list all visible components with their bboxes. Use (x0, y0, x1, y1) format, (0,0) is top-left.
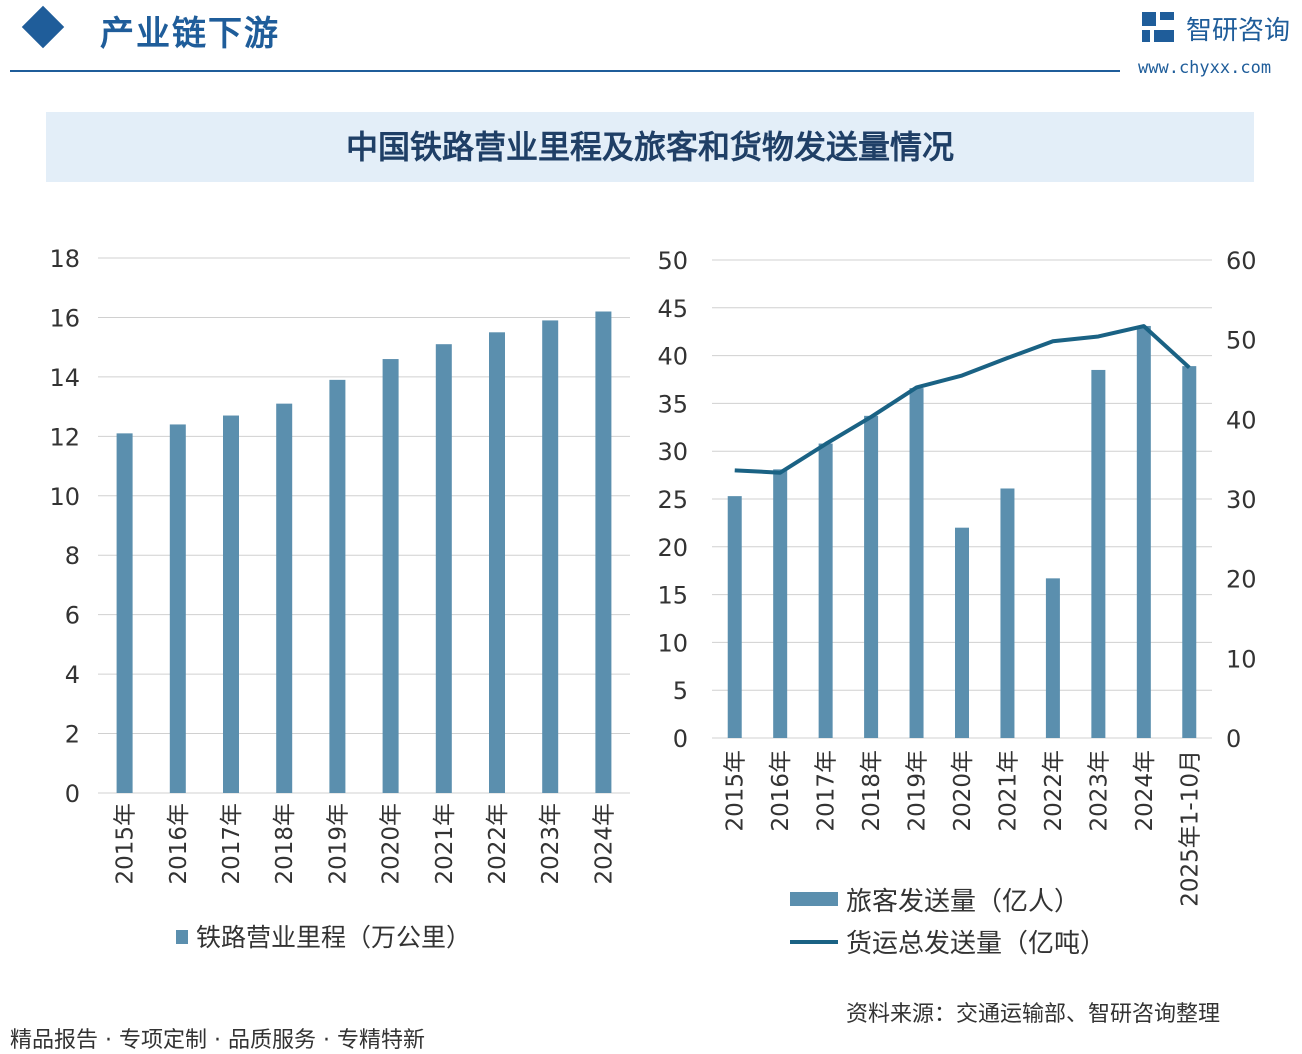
bar-passengers (1045, 578, 1060, 738)
y-tick-label: 2 (65, 721, 80, 749)
legend-label-passengers: 旅客发送量（亿人） (846, 887, 1080, 917)
bar-passengers (727, 496, 742, 738)
y-left-tick-label: 15 (657, 582, 688, 610)
bar-passengers (1000, 488, 1015, 738)
x-tick-label: 2021年 (432, 803, 458, 885)
y-right-tick-label: 60 (1226, 247, 1257, 275)
data-source-note: 资料来源：交通运输部、智研咨询整理 (846, 1002, 1221, 1027)
y-tick-label: 14 (49, 364, 80, 392)
bar-passengers (909, 388, 924, 738)
bar-mileage (116, 433, 133, 793)
bar-mileage (329, 379, 346, 793)
y-right-tick-label: 30 (1226, 486, 1257, 514)
x-tick-label: 2023年 (1086, 750, 1112, 832)
header-diamond-icon (21, 5, 65, 49)
bar-passengers (1091, 369, 1106, 738)
bar-mileage (435, 344, 452, 793)
chart-title: 中国铁路营业里程及旅客和货物发送量情况 (345, 128, 954, 166)
title-banner (46, 112, 1254, 182)
section-title: 产业链下游 (100, 14, 280, 54)
bar-mileage (595, 311, 612, 793)
y-tick-label: 18 (49, 245, 80, 273)
bar-passengers (818, 443, 833, 738)
y-tick-label: 6 (65, 602, 80, 630)
y-left-tick-label: 20 (657, 534, 688, 562)
bar-passengers (955, 527, 969, 738)
legend-label-freight: 货运总发送量（亿吨） (846, 929, 1106, 959)
x-tick-label: 2020年 (379, 803, 405, 885)
x-tick-label: 2021年 (995, 750, 1021, 832)
legend-swatch (176, 930, 188, 944)
brand-url: www.chyxx.com (1138, 58, 1272, 78)
railway-mileage-chart: 0 2 4 6 8 10 12 14 16 18 2015年 2016年 2017年 2018年 2019… (49, 245, 630, 952)
y-right-tick-label: 20 (1226, 566, 1257, 594)
y-tick-label: 0 (65, 780, 80, 808)
x-tick-label: 2024年 (591, 803, 617, 885)
x-tick-label: 2022年 (485, 803, 511, 885)
header-divider (10, 70, 1120, 72)
y-right-tick-label: 0 (1226, 725, 1241, 753)
x-tick-label: 2019年 (325, 803, 351, 885)
x-tick-label: 2015年 (723, 750, 749, 832)
y-left-tick-label: 50 (657, 247, 688, 275)
legend-swatch-bar (790, 892, 838, 906)
y-left-tick-label: 10 (657, 629, 688, 657)
brand-logo-icon (1142, 12, 1174, 42)
y-left-tick-label: 35 (657, 390, 688, 418)
x-tick-label: 2019年 (905, 750, 931, 832)
line-freight (734, 324, 1191, 475)
y-left-tick-label: 5 (673, 677, 688, 705)
bar-mileage (169, 424, 186, 793)
y-left-tick-label: 0 (673, 725, 688, 753)
y-tick-label: 16 (49, 304, 80, 332)
x-tick-label: 2023年 (538, 803, 564, 885)
x-tick-label: 2022年 (1041, 750, 1067, 832)
y-tick-label: 4 (65, 661, 80, 689)
bar-mileage (223, 415, 239, 793)
passenger-freight-chart: 0 5 10 15 20 25 30 35 40 45 50 0 10 20 30 40 50 60 2015年… (657, 247, 1257, 959)
y-tick-label: 10 (49, 483, 80, 511)
y-right-tick-label: 40 (1226, 406, 1257, 434)
bar-mileage (542, 320, 559, 793)
legend-label: 铁路营业里程（万公里） (196, 923, 471, 952)
bar-passengers (864, 415, 879, 738)
x-tick-label: 2017年 (814, 750, 840, 832)
bar-passengers (773, 469, 788, 738)
y-left-tick-label: 30 (657, 438, 688, 466)
y-right-tick-label: 10 (1226, 645, 1257, 673)
bar-mileage (382, 359, 399, 793)
x-tick-label: 2018年 (859, 750, 885, 832)
x-tick-label: 2020年 (950, 750, 976, 832)
footer-tagline: 精品报告 · 专项定制 · 品质服务 · 专精特新 (10, 1028, 425, 1053)
bar-mileage (489, 332, 505, 793)
x-tick-label: 2015年 (113, 803, 139, 885)
x-tick-label: 2016年 (768, 750, 794, 832)
bar-mileage (276, 403, 293, 793)
x-tick-label: 2018年 (272, 803, 298, 885)
y-right-tick-label: 50 (1226, 327, 1257, 355)
x-tick-label: 2025年1-10月 (1177, 750, 1203, 907)
x-tick-label: 2016年 (166, 803, 192, 885)
y-tick-label: 12 (49, 423, 80, 451)
y-left-tick-label: 25 (657, 486, 688, 514)
x-tick-label: 2017年 (219, 803, 245, 885)
y-left-tick-label: 40 (657, 343, 688, 371)
x-tick-label: 2024年 (1132, 750, 1158, 832)
brand-name: 智研咨询 (1186, 16, 1291, 46)
y-left-tick-label: 45 (657, 295, 688, 323)
bar-passengers (1182, 366, 1197, 738)
y-tick-label: 8 (65, 542, 80, 570)
bar-passengers (1136, 325, 1151, 738)
